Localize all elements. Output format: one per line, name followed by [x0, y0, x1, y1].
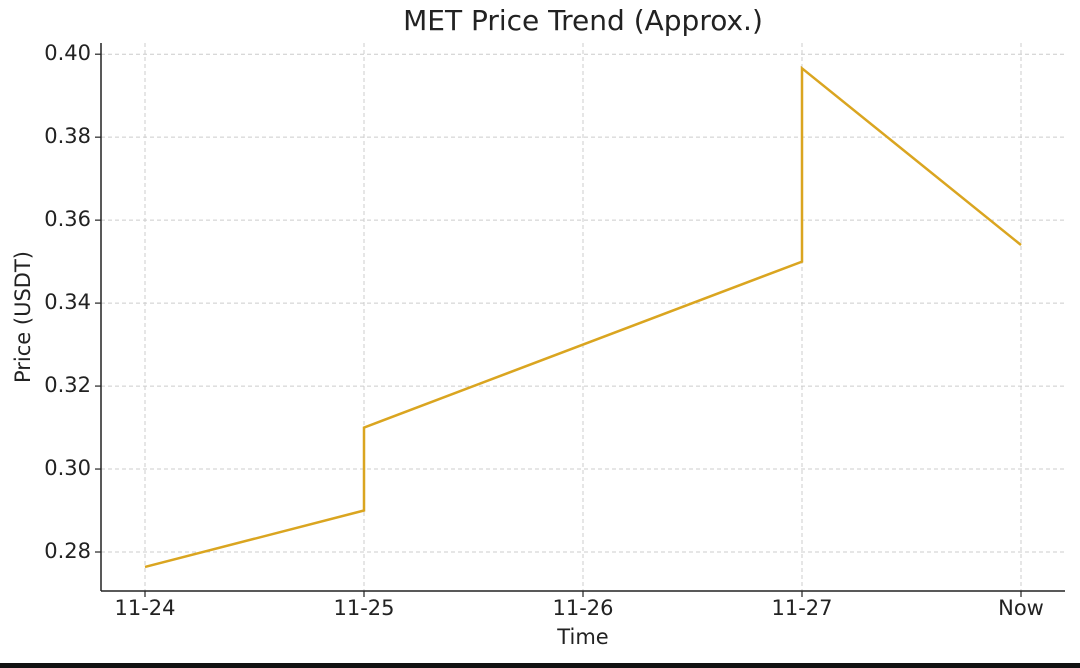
x-tick-label: 11-27	[771, 596, 832, 620]
y-tick-label: 0.30	[44, 456, 91, 480]
y-tick-label: 0.36	[44, 207, 91, 231]
y-tick-label: 0.32	[44, 373, 91, 397]
y-axis-label: Price (USDT)	[11, 251, 35, 383]
x-tick-label: 11-26	[552, 596, 613, 620]
x-tick-label: 11-24	[114, 596, 175, 620]
price-line	[144, 65, 1022, 569]
x-tick-label: 11-25	[333, 596, 394, 620]
y-tick-label: 0.28	[44, 539, 91, 563]
x-axis-label: Time	[556, 625, 608, 649]
y-tick-label: 0.34	[44, 290, 91, 314]
x-tick-label: Now	[998, 596, 1044, 620]
chart-title: MET Price Trend (Approx.)	[403, 4, 763, 37]
y-tick-label: 0.38	[44, 124, 91, 148]
y-tick-label: 0.40	[44, 41, 91, 65]
